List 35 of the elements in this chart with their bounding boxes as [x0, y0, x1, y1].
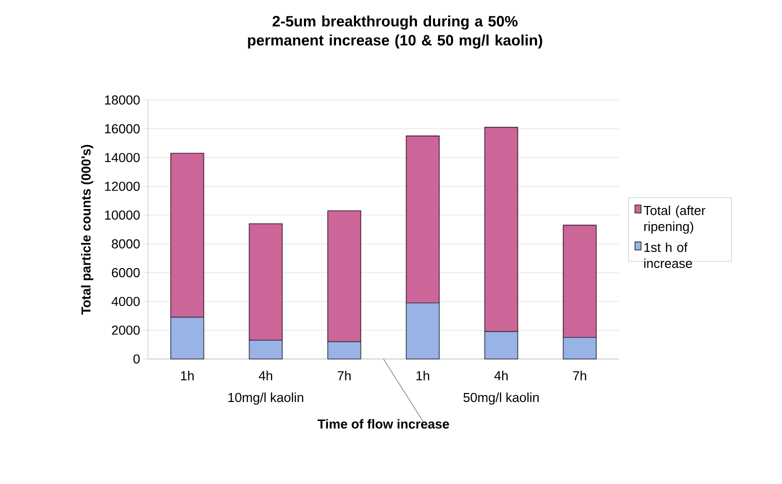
y-tick-label: 8000: [112, 239, 140, 248]
y-tick-label: 2000: [112, 326, 140, 335]
y-tick-label: 4000: [112, 296, 140, 306]
y-tick-label: 18000: [105, 95, 140, 105]
y-tick-label: 0: [133, 354, 140, 364]
bar: [562, 224, 597, 338]
text: 50mg/l kaolin: [463, 392, 539, 405]
bar: [327, 341, 362, 360]
y-tick-label: 16000: [105, 124, 140, 134]
x-tick-label: 7h: [573, 370, 586, 380]
bar: [562, 337, 597, 360]
x-tick-label: 4h: [494, 370, 508, 380]
x-tick-label: 1h: [181, 370, 194, 380]
text: 10mg/l kaolin: [228, 392, 304, 405]
chart-title: 2-5um breakthrough during a 50% permanent increase (10 & 50 mg/l kaolin): [248, 16, 542, 49]
legend-label: 1st h of increase: [644, 242, 692, 268]
bar: [484, 126, 518, 332]
bar: [406, 302, 440, 360]
bar: [248, 340, 283, 360]
bar: [484, 331, 518, 360]
bar: [170, 316, 204, 360]
x-tick-label: 7h: [338, 370, 351, 380]
x-tick-label: 4h: [258, 370, 272, 380]
y-tick-label: 14000: [105, 152, 140, 162]
bar: [406, 136, 440, 304]
x-tick-label: 1h: [416, 370, 430, 380]
x-axis-title: Time of flow increase: [318, 419, 450, 429]
legend-label: Total (after ripening): [644, 206, 706, 234]
y-tick-label: 6000: [112, 268, 140, 278]
bar: [327, 210, 362, 342]
bar: [170, 152, 204, 318]
y-tick-label: 10000: [105, 210, 140, 220]
y-axis-title: Total particle counts (000's): [81, 144, 94, 315]
bar: [248, 223, 283, 341]
y-tick-label: 12000: [105, 182, 140, 191]
